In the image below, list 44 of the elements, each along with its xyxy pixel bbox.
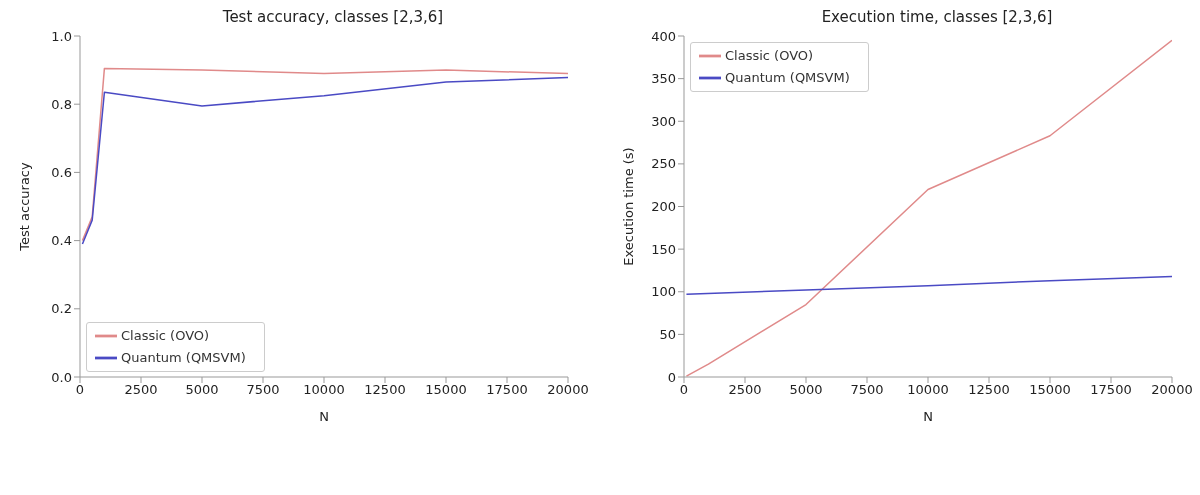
y-tick-label: 100	[651, 284, 676, 300]
x-tick-label: 20000	[547, 382, 589, 398]
y-tick-label: 300	[651, 113, 676, 129]
x-tick-label: 7500	[850, 382, 884, 398]
x-tick-label: 2500	[728, 382, 762, 398]
y-tick-label: 0.2	[51, 301, 72, 317]
y-axis-title: Test accuracy	[16, 162, 32, 252]
y-tick-label: 0.8	[51, 96, 72, 112]
x-tick-label: 7500	[246, 382, 280, 398]
x-tick-label: 12500	[968, 382, 1010, 398]
x-tick-label: 0	[75, 382, 85, 398]
x-tick-label: 2500	[124, 382, 158, 398]
legend-label: Classic (OVO)	[725, 47, 814, 63]
x-tick-label: 10000	[303, 382, 345, 398]
y-tick-label: 0.0	[51, 369, 72, 385]
y-tick-label: 350	[651, 71, 676, 87]
y-tick-label: 0.6	[51, 165, 72, 181]
legend-label: Quantum (QMSVM)	[725, 69, 850, 85]
y-tick-label: 250	[651, 156, 676, 172]
x-tick-label: 10000	[907, 382, 949, 398]
x-tick-label: 0	[679, 382, 689, 398]
chart-title: Execution time, classes [2,3,6]	[820, 8, 1054, 28]
y-tick-label: 150	[651, 241, 676, 257]
y-tick-label: 0.4	[51, 233, 72, 249]
x-axis-title: N	[319, 409, 329, 424]
x-tick-label: 17500	[486, 382, 528, 398]
y-tick-label: 200	[651, 199, 676, 215]
y-tick-label: 1.0	[51, 28, 72, 44]
line-series	[685, 275, 1172, 296]
x-tick-label: 5000	[789, 382, 823, 398]
y-tick-label: 0	[667, 369, 676, 385]
chart-title: Test accuracy, classes [2,3,6]	[221, 8, 445, 28]
legend-label: Quantum (QMSVM)	[121, 349, 246, 365]
legend-label: Classic (OVO)	[121, 327, 210, 343]
y-axis-title: Execution time (s)	[620, 147, 636, 266]
x-tick-label: 15000	[1029, 382, 1071, 398]
y-tick-label: 50	[659, 326, 676, 342]
x-tick-label: 12500	[364, 382, 406, 398]
x-tick-label: 17500	[1090, 382, 1132, 398]
x-tick-label: 20000	[1151, 382, 1193, 398]
x-tick-label: 5000	[185, 382, 219, 398]
x-tick-label: 15000	[425, 382, 467, 398]
x-axis-title: N	[923, 409, 933, 424]
y-tick-label: 400	[651, 28, 676, 44]
